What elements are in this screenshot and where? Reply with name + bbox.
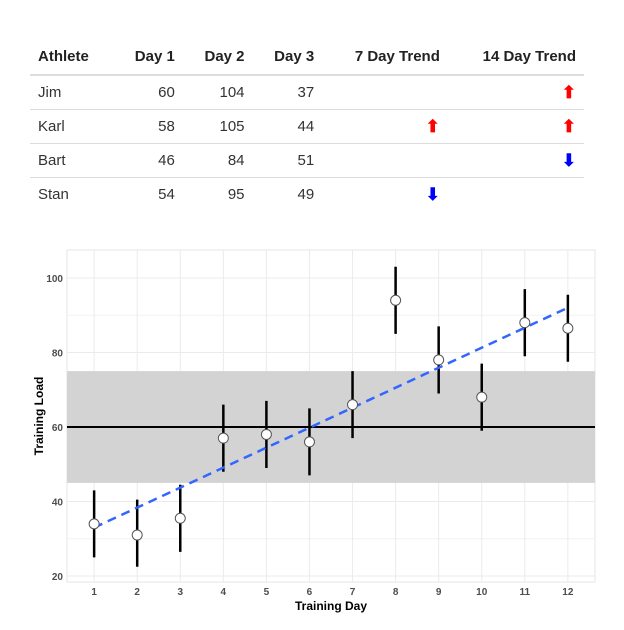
data-point	[390, 294, 402, 306]
cell-day2: 95	[227, 186, 245, 203]
cell-day2: 84	[182, 143, 253, 178]
cell-day3: 37	[252, 75, 323, 110]
cell-trend14: ⬆	[447, 109, 584, 144]
cell-day3: 51	[252, 143, 323, 178]
cell-day3: 44	[252, 109, 323, 144]
table-row: Karl 58 105 44 ⬆ ⬆	[30, 109, 584, 144]
y-tick-label: 100	[46, 274, 63, 285]
cell-day1: 58	[113, 109, 183, 144]
cell-trend7: ⬆	[322, 109, 448, 144]
y-tick-label: 60	[52, 423, 64, 434]
x-tick-label: 9	[436, 587, 442, 598]
table-row: Jim 60 104 37 ⬆	[30, 75, 584, 110]
cell-day3: 49	[297, 186, 315, 203]
data-point	[260, 428, 272, 440]
y-tick-label: 20	[52, 572, 64, 583]
data-point	[303, 436, 315, 448]
cell-trend14: ⬇	[447, 143, 584, 178]
x-tick-label: 10	[476, 587, 488, 598]
data-point	[433, 354, 445, 366]
trend-line	[93, 306, 569, 529]
data-point	[562, 322, 574, 334]
table-row: Stan 54 95 49 ⬇	[30, 178, 584, 212]
column-header: Athlete	[30, 38, 114, 76]
x-tick-label: 1	[91, 587, 97, 598]
cell-day2: 104	[182, 75, 253, 110]
column-header: 7 Day Trend	[322, 38, 448, 76]
cell-day2: 105	[182, 109, 253, 144]
data-point	[347, 399, 359, 411]
x-axis-title: Training Day	[295, 599, 367, 613]
cell-trend14: ⬆	[447, 75, 584, 110]
cell-athlete: Karl	[30, 109, 114, 144]
cell-athlete: Jim	[30, 75, 114, 110]
cell-day1: 60	[113, 75, 183, 110]
cell-athlete: Bart	[30, 143, 114, 178]
y-axis-title: Training Load	[32, 377, 46, 456]
data-point	[217, 432, 229, 444]
data-point	[88, 518, 100, 530]
y-tick-label: 40	[52, 498, 64, 509]
cell-trend7	[322, 143, 448, 178]
column-header: Day 1	[113, 38, 183, 76]
data-point	[131, 529, 143, 541]
cell-athlete: Stan	[38, 186, 69, 203]
cell-day1: 46	[113, 143, 183, 178]
arrow-down-icon: ⬇	[561, 150, 576, 170]
column-header: Day 3	[252, 38, 323, 76]
data-point	[174, 512, 186, 524]
arrow-down-icon: ⬇	[425, 184, 440, 204]
cell-trend14	[448, 178, 584, 212]
x-tick-label: 2	[134, 587, 140, 598]
cell-day1: 54	[158, 186, 175, 203]
x-tick-label: 8	[393, 587, 399, 598]
cell-trend7	[322, 75, 448, 110]
arrow-up-icon: ⬆	[561, 116, 576, 136]
x-tick-label: 5	[264, 587, 270, 598]
column-header: Day 2	[182, 38, 253, 76]
arrow-up-icon: ⬆	[561, 82, 576, 102]
column-header: 14 Day Trend	[447, 38, 584, 76]
y-tick-label: 80	[52, 348, 64, 359]
table-row: Bart 46 84 51 ⬇	[30, 143, 584, 178]
x-tick-label: 12	[562, 587, 574, 598]
arrow-up-icon: ⬆	[425, 116, 440, 136]
x-tick-label: 7	[350, 587, 356, 598]
x-tick-label: 11	[520, 587, 531, 598]
x-tick-label: 3	[177, 587, 183, 598]
cell-trend7: ⬇	[322, 178, 448, 212]
x-tick-label: 4	[221, 587, 227, 598]
data-point	[476, 391, 488, 403]
x-tick-label: 6	[307, 587, 313, 598]
data-point	[519, 317, 531, 329]
